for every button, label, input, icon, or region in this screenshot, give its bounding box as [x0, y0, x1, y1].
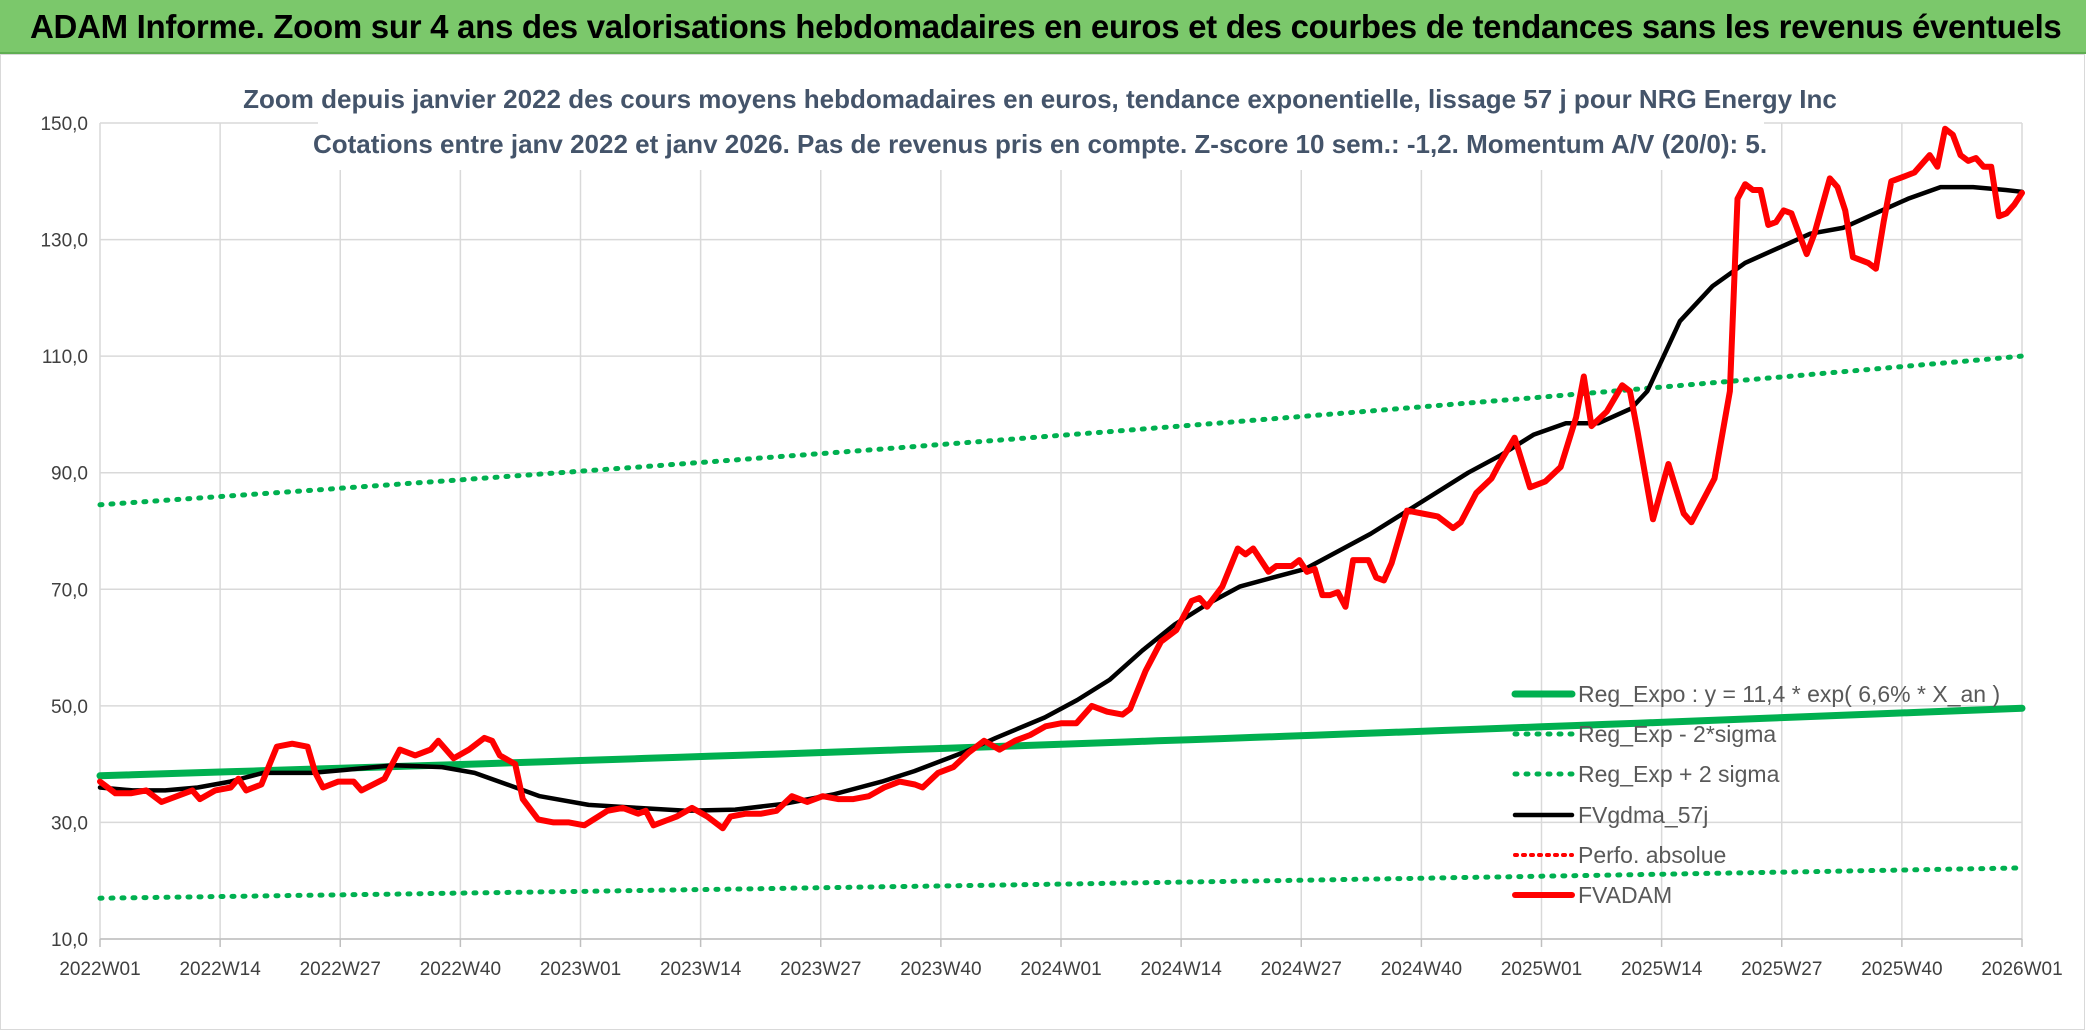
legend-label: Reg_Expo : y = 11,4 * exp( 6,6% * X_an ) — [1578, 681, 2000, 707]
chart-title-line2: Cotations entre janv 2022 et janv 2026. … — [313, 129, 1767, 159]
series-line — [97, 353, 2025, 508]
chart-legend: Reg_Expo : y = 11,4 * exp( 6,6% * X_an )… — [1511, 681, 2000, 908]
x-tick-label: 2022W14 — [179, 959, 261, 980]
y-tick-label: 30,0 — [51, 813, 88, 834]
legend-label: FVgdma_57j — [1578, 802, 1708, 828]
chart-frame — [0, 54, 2085, 1030]
x-tick-label: 2025W40 — [1861, 959, 1942, 980]
x-tick-label: 2024W40 — [1381, 959, 1462, 980]
legend-label: Reg_Exp + 2 sigma — [1578, 761, 1780, 787]
series-line — [97, 184, 2025, 814]
x-tick-label: 2023W01 — [540, 959, 621, 980]
x-tick-label: 2025W27 — [1741, 959, 1822, 980]
title-background — [318, 76, 1764, 170]
y-tick-label: 90,0 — [51, 464, 88, 485]
legend-label: FVADAM — [1578, 882, 1672, 908]
x-tick-label: 2025W14 — [1621, 959, 1703, 980]
x-tick-label: 2026W01 — [1981, 959, 2062, 980]
y-axis: 10,0 30,0 50,0 70,0 90,0 110,0 130,0 150,0 — [40, 114, 88, 951]
x-tick-label: 2023W40 — [900, 959, 981, 980]
grid-lines — [99, 122, 2023, 940]
x-tick-label: 2023W27 — [780, 959, 861, 980]
x-tick-label: 2022W27 — [300, 959, 381, 980]
y-tick-label: 70,0 — [51, 580, 88, 601]
plot-series — [96, 125, 2026, 901]
x-tick-label: 2023W14 — [660, 959, 742, 980]
x-tick-label: 2024W27 — [1261, 959, 1342, 980]
x-tick-label: 2022W01 — [59, 959, 140, 980]
chart-title-line1: Zoom depuis janvier 2022 des cours moyen… — [243, 84, 1837, 114]
banner-title: ADAM Informe. Zoom sur 4 ans des valoris… — [30, 8, 2062, 45]
x-tick-label: 2025W01 — [1501, 959, 1582, 980]
legend-label: Reg_Exp - 2*sigma — [1578, 721, 1776, 747]
y-tick-label: 130,0 — [40, 231, 88, 252]
series-line — [97, 125, 2025, 832]
series-line — [97, 865, 2025, 901]
report-banner: ADAM Informe. Zoom sur 4 ans des valoris… — [0, 0, 2086, 54]
legend-label: Perfo. absolue — [1578, 842, 1726, 868]
x-tick-label: 2024W14 — [1140, 959, 1222, 980]
y-tick-label: 10,0 — [51, 930, 88, 951]
x-tick-label: 2022W40 — [420, 959, 501, 980]
y-tick-label: 50,0 — [51, 697, 88, 718]
y-tick-label: 110,0 — [42, 347, 88, 368]
y-tick-label: 150,0 — [40, 114, 88, 135]
x-axis: 2022W01 2022W14 2022W27 2022W40 2023W01 2023W… — [59, 938, 2063, 980]
x-tick-label: 2024W01 — [1020, 959, 1101, 980]
